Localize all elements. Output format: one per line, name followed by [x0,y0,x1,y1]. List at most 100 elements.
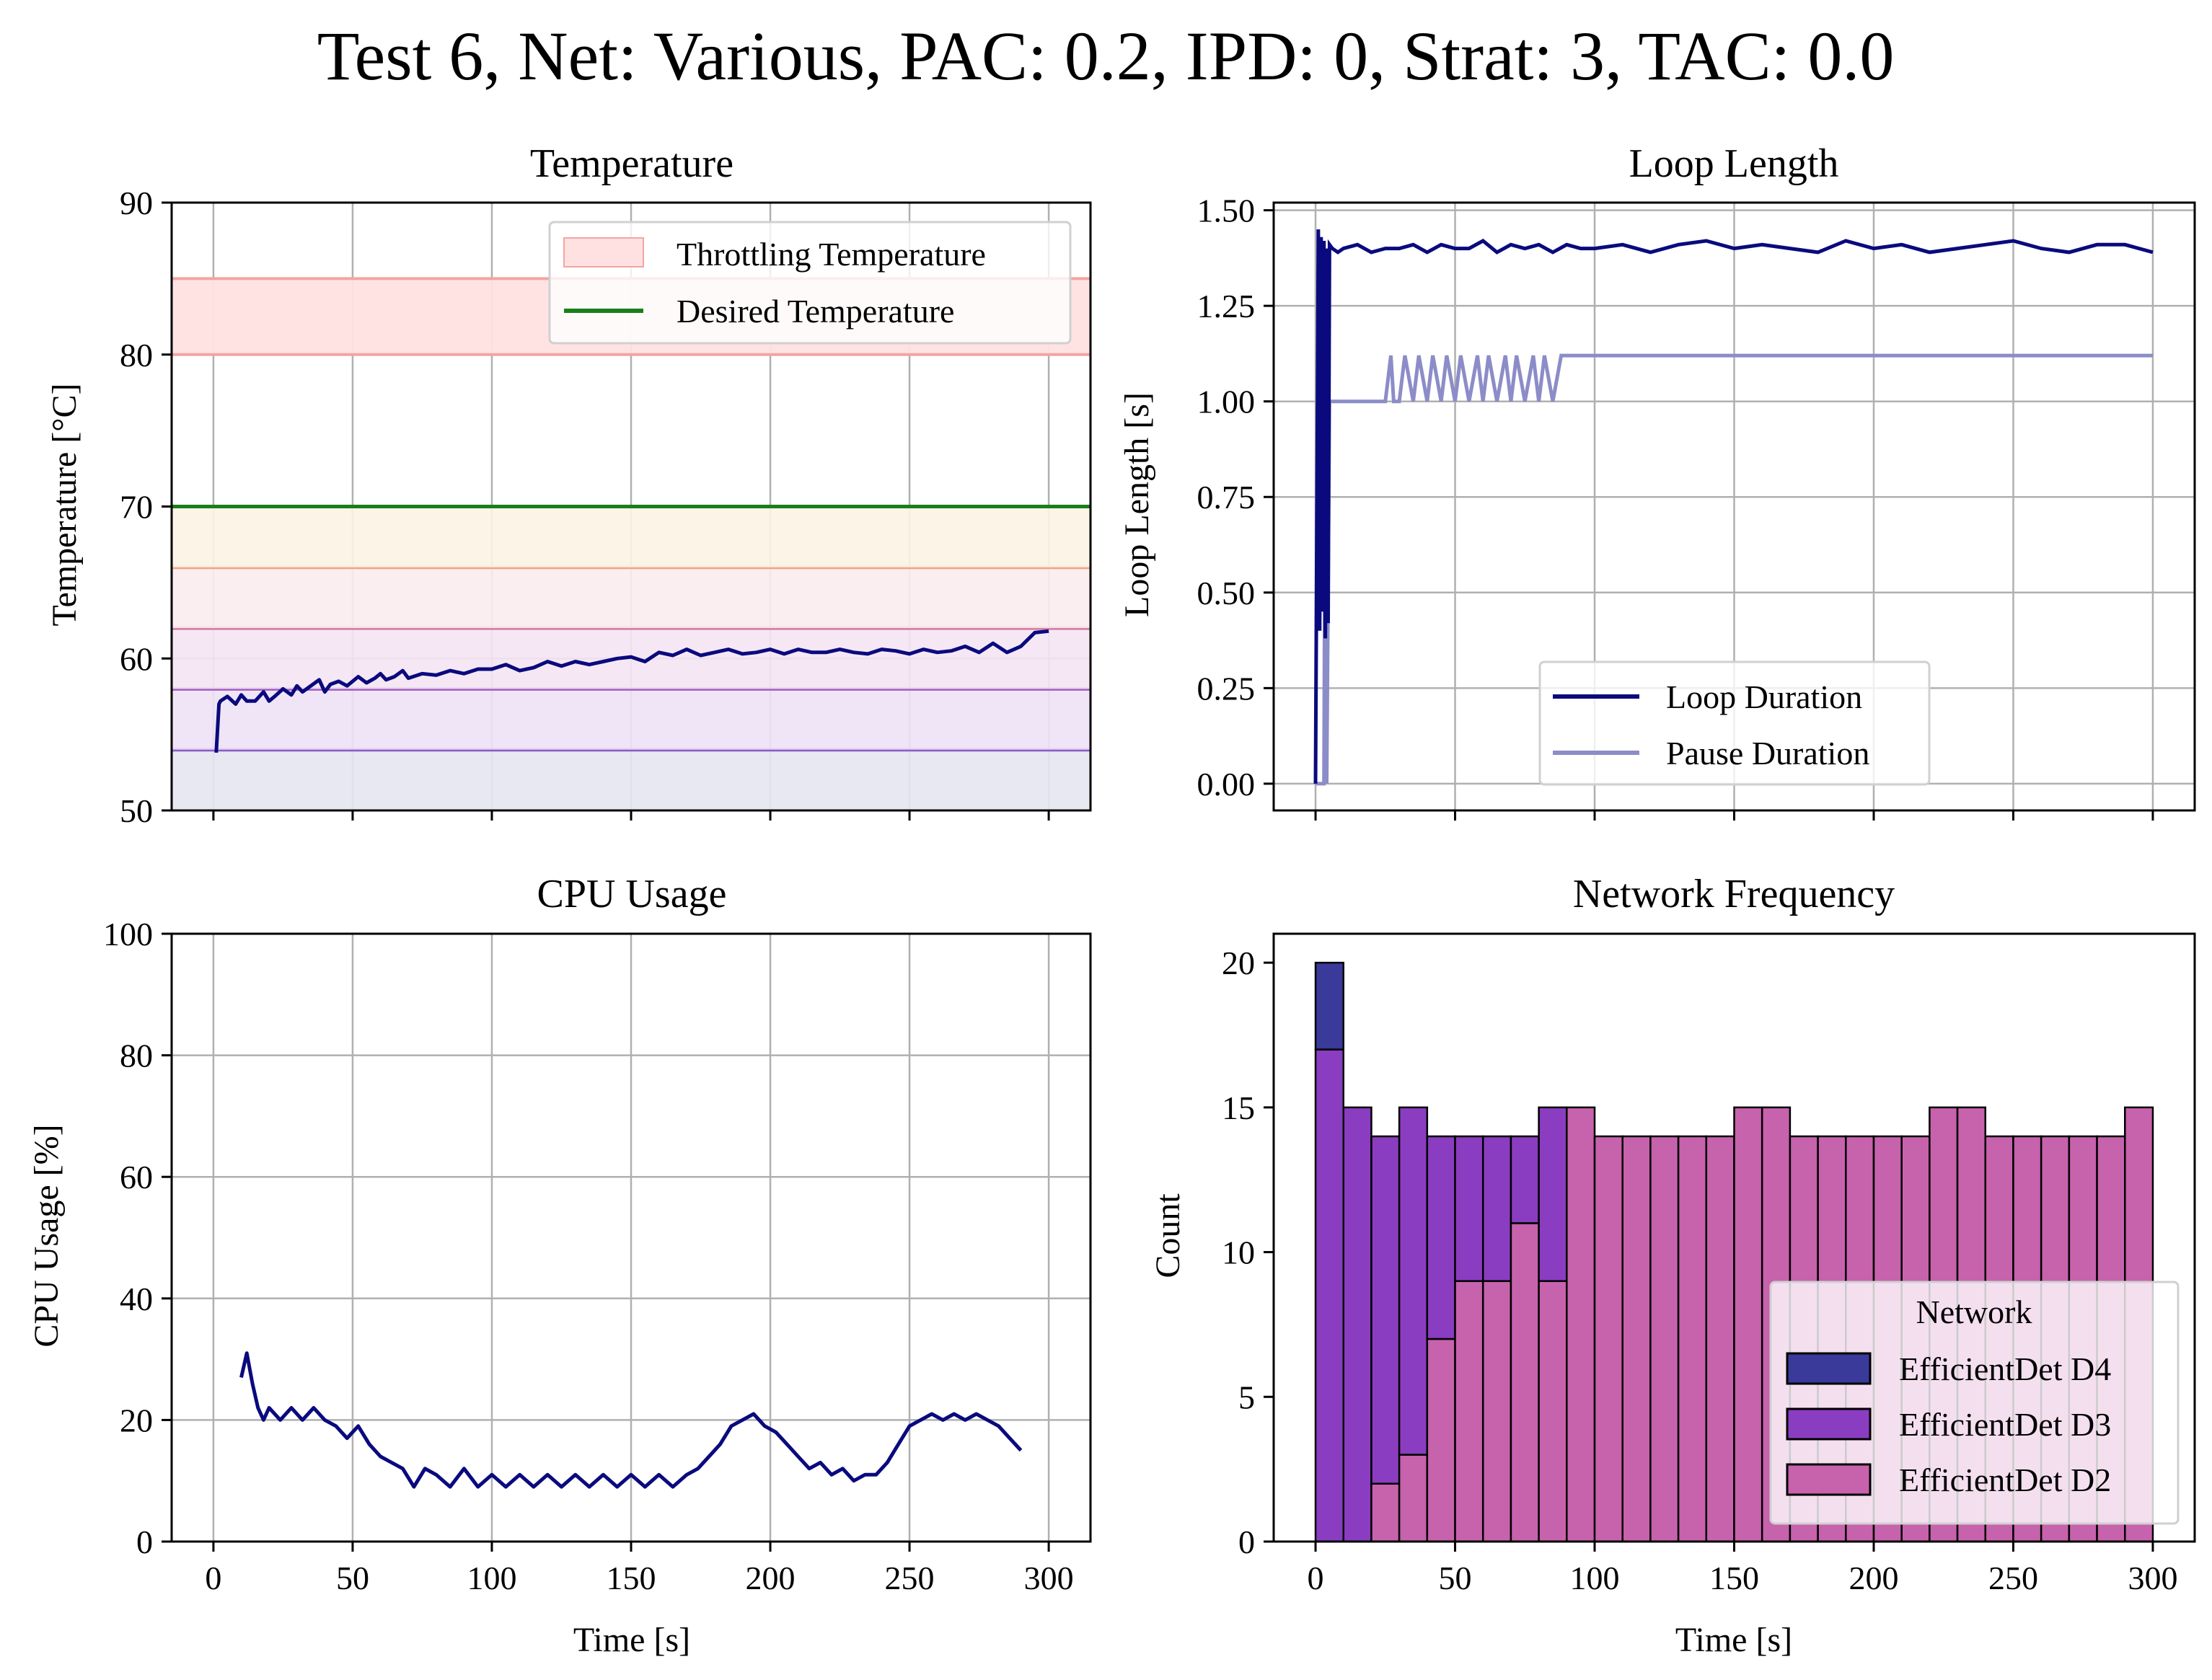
y-tick-label: 20 [120,1402,153,1438]
histogram-bar [1314,961,1344,1051]
histogram-bar [1398,1106,1429,1456]
y-tick-label: 1.50 [1197,193,1256,229]
y-tick-label: 70 [120,489,153,526]
histogram-bar [1566,1106,1596,1543]
y-tick-label: 100 [103,916,153,952]
cpu-ylabel: CPU Usage [%] [27,1124,66,1347]
pause-duration-line [1316,353,2153,786]
legend-swatch-d4 [1786,1352,1872,1385]
loop-length-panel: 0.00 0.25 0.50 0.75 1.00 1.25 1.50 Loop Length… [1118,141,2196,821]
x-tick-label: 100 [1570,1560,1620,1596]
temperature-title: Temperature [530,141,733,186]
y-tick-label: 60 [120,640,153,677]
temperature-series [214,629,1049,753]
loop-title: Loop Length [1629,141,1839,186]
legend-label-desired: Desired Temperature [677,293,954,330]
cpu-usage-line [239,1351,1023,1489]
temperature-band [172,567,1090,629]
y-tick-label: 60 [120,1159,153,1195]
histogram-bar [1538,1106,1568,1282]
y-tick-label: 50 [120,792,153,829]
figure-title: Test 6, Net: Various, PAC: 0.2, IPD: 0, … [317,17,1895,94]
histogram-bar [1454,1280,1484,1543]
legend-label-loop-duration: Loop Duration [1666,678,1862,715]
histogram-bar [1481,1280,1512,1543]
y-tick-label: 0 [136,1524,153,1560]
y-tick-label: 0 [1238,1524,1255,1560]
y-tick-label: 0.50 [1197,575,1256,611]
y-tick-label: 80 [120,1038,153,1074]
cpu-xlabel: Time [s] [573,1621,690,1659]
temperature-band [172,506,1090,567]
x-tick-label: 0 [205,1560,221,1596]
histogram-bar [1426,1338,1456,1543]
legend-swatch-d3 [1786,1407,1872,1441]
y-tick-label: 90 [120,185,153,221]
histogram-bar [1538,1280,1568,1543]
histogram-bar [1733,1106,1763,1543]
temperature-axes: 50 60 70 80 90 [120,185,1092,829]
loop-duration-line [1313,229,2154,784]
legend-swatch-d2 [1786,1463,1872,1496]
cpu-usage-panel: 0 50 100 150 200 250 300 0 20 40 60 80 100 CPU Usage… [27,872,1092,1659]
histogram-bar [1454,1135,1484,1282]
network-xlabel: Time [s] [1675,1621,1792,1659]
x-tick-label: 150 [1709,1560,1759,1596]
y-tick-label: 20 [1222,945,1255,981]
loop-series [1313,229,2154,786]
x-tick-label: 300 [1024,1560,1074,1596]
network-title: Network Frequency [1573,872,1895,916]
histogram-bar [1370,1135,1401,1485]
legend-title: Network [1916,1294,2032,1330]
y-tick-label: 10 [1222,1234,1255,1271]
loop-legend: Loop Duration Pause Duration [1538,660,1931,786]
histogram-bar [1510,1135,1540,1224]
temperature-legend: Throttling Temperature Desired Temperatu… [548,221,1072,345]
temperature-line [214,629,1049,753]
legend-label-d3: EfficientDet D3 [1899,1406,2111,1443]
cpu-series [239,1351,1023,1489]
x-tick-label: 200 [1849,1560,1898,1596]
histogram-bar [1621,1135,1652,1543]
histogram-bar [1398,1454,1429,1543]
histogram-bar [1677,1135,1708,1543]
histogram-bar [1593,1135,1623,1543]
histogram-bar [1370,1482,1401,1543]
x-tick-label: 50 [336,1560,369,1596]
temperature-ylabel: Temperature [°C] [45,383,84,626]
loop-ylabel: Loop Length [s] [1118,392,1156,617]
histogram-bar [1481,1135,1512,1282]
y-tick-label: 5 [1238,1379,1255,1415]
y-tick-label: 80 [120,337,153,373]
x-tick-label: 250 [885,1560,935,1596]
x-tick-label: 100 [467,1560,516,1596]
y-tick-label: 1.00 [1197,384,1256,420]
y-tick-label: 40 [120,1281,153,1317]
cpu-axes: 0 50 100 150 200 250 300 0 20 40 60 80 100 [103,916,1092,1596]
cpu-title: CPU Usage [537,872,727,916]
x-tick-label: 150 [607,1560,656,1596]
legend-frame [548,221,1072,345]
histogram-bar [1705,1135,1735,1543]
y-tick-label: 0.75 [1197,479,1256,516]
legend-swatch-throttling [563,237,644,268]
histogram-bar [1426,1135,1456,1340]
loop-axes: 0.00 0.25 0.50 0.75 1.00 1.25 1.50 [1197,193,2196,821]
temperature-band [172,749,1090,810]
y-tick-label: 0.25 [1197,670,1256,707]
network-frequency-panel: 0 50 100 150 200 250 300 0 5 10 15 20 Network Frequ… [1149,872,2196,1659]
legend-label-d2: EfficientDet D2 [1899,1462,2111,1498]
y-tick-label: 0.00 [1197,766,1256,803]
histogram-bar [1649,1135,1680,1543]
y-tick-label: 15 [1222,1089,1255,1126]
x-tick-label: 0 [1308,1560,1324,1596]
x-tick-label: 250 [1988,1560,2038,1596]
legend-frame [1769,1281,2180,1525]
legend-label-throttling: Throttling Temperature [677,236,986,273]
x-tick-label: 300 [2128,1560,2177,1596]
histogram-bar [1314,1048,1344,1543]
temperature-band [172,689,1090,750]
network-legend: Network EfficientDet D4 EfficientDet D3 … [1769,1281,2180,1525]
